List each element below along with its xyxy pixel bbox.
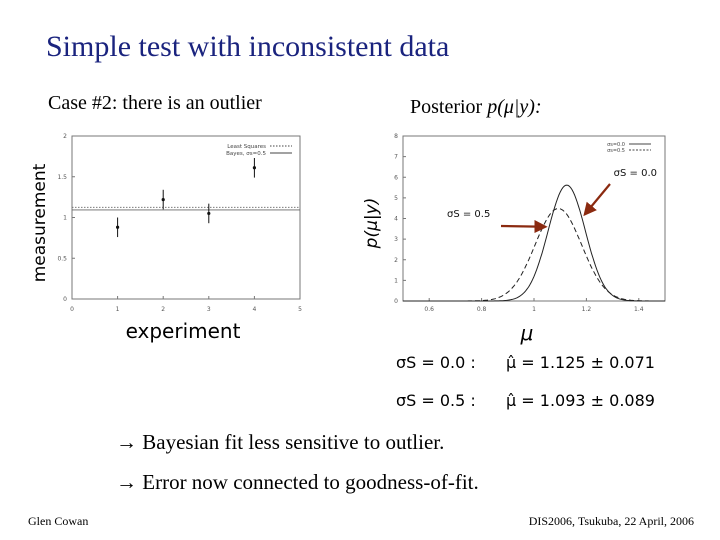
- x-tick-label: 1.4: [634, 306, 644, 313]
- posterior-label: Posterior p(μ|y):: [410, 96, 542, 118]
- y-tick-label: 2: [394, 257, 398, 264]
- bullet-1: → Bayesian fit less sensitive to outlier…: [116, 430, 445, 454]
- measurement-chart: measurement 0 1 2 3 4 5 0 0.5 1 1.5 2 Least Square…: [30, 133, 302, 343]
- measurement-xlabel: experiment: [126, 319, 241, 343]
- legend-entry: Least Squares: [227, 144, 266, 150]
- result-mu-1: μ̂ = 1.093 ± 0.089: [506, 391, 655, 410]
- y-tick-label: 3: [394, 236, 398, 243]
- posterior-ylabel: p(μ|y): [362, 198, 382, 250]
- measurement-ylabel: measurement: [30, 163, 50, 282]
- y-tick-label: 0.5: [57, 255, 67, 262]
- result-sigma-1: σS = 0.5 :: [396, 391, 476, 410]
- legend-entry: σs=0.5: [607, 148, 625, 154]
- x-tick-label: 3: [207, 306, 211, 313]
- data-point: [252, 166, 256, 170]
- bullet-2: → Error now connected to goodness-of-fit…: [116, 470, 479, 494]
- x-tick-label: 1: [116, 306, 120, 313]
- data-point: [207, 211, 211, 216]
- legend-entry: σs=0.0: [607, 142, 625, 148]
- result-sigma-0: σS = 0.0 :: [396, 353, 476, 372]
- x-tick-label: 4: [252, 306, 256, 313]
- x-tick-label: 1.2: [582, 306, 592, 313]
- measurement-plot-frame: [71, 135, 301, 300]
- x-tick-label: 0: [70, 306, 74, 313]
- data-point: [161, 197, 165, 202]
- posterior-xlabel: μ: [520, 321, 534, 345]
- x-tick-label: 0.8: [477, 306, 487, 313]
- posterior-curve: [403, 184, 665, 302]
- case-label: Case #2: there is an outlier: [48, 92, 262, 114]
- y-tick-label: 6: [394, 174, 398, 181]
- y-tick-label: 1: [63, 215, 67, 222]
- x-tick-label: 5: [298, 306, 302, 313]
- posterior-chart: p(μ|y) 0.6 0.8 1 1.2 1.4 0 1 2 3 4 5 6 7 8 σs=0.0σs=0…: [362, 133, 666, 345]
- posterior-curve: [403, 208, 665, 302]
- annotation-sigma-05: σS = 0.5: [447, 209, 490, 220]
- x-tick-label: 0.6: [424, 306, 434, 313]
- data-point: [116, 225, 120, 229]
- y-tick-label: 8: [394, 133, 398, 140]
- legend-entry: Bayes, σs=0.5: [226, 151, 266, 157]
- x-tick-label: 1: [532, 306, 536, 313]
- arrow-icon: [583, 183, 611, 217]
- y-tick-label: 7: [394, 154, 398, 161]
- footer-event: DIS2006, Tsukuba, 22 April, 2006: [528, 514, 694, 528]
- footer-author: Glen Cowan: [28, 514, 89, 528]
- y-tick-label: 0: [394, 298, 398, 305]
- posterior-math: p(μ|y):: [487, 96, 542, 118]
- y-tick-label: 1.5: [57, 174, 67, 181]
- annotation-sigma-0: σS = 0.0: [614, 168, 657, 179]
- x-tick-label: 2: [161, 306, 165, 313]
- slide-title: Simple test with inconsistent data: [46, 30, 450, 63]
- y-tick-label: 1: [394, 277, 398, 284]
- y-tick-label: 4: [394, 216, 398, 223]
- arrow-icon: [500, 219, 548, 234]
- y-tick-label: 5: [394, 195, 398, 202]
- result-mu-0: μ̂ = 1.125 ± 0.071: [506, 353, 655, 372]
- y-tick-label: 0: [63, 296, 67, 303]
- y-tick-label: 2: [63, 133, 67, 140]
